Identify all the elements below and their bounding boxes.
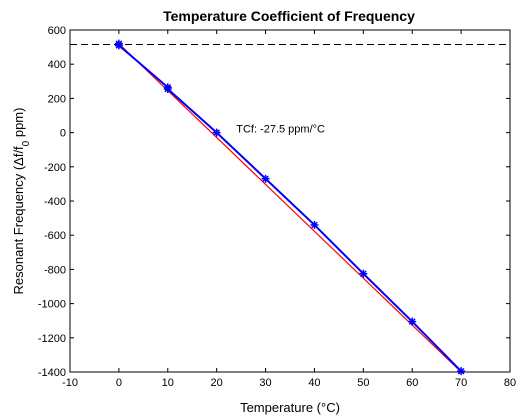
- data-point-stroke: [213, 129, 220, 136]
- data-point: [457, 367, 466, 376]
- y-tick-label: 0: [60, 128, 66, 140]
- data-point: [408, 317, 417, 326]
- chart-title: Temperature Coefficient of Frequency: [163, 8, 415, 24]
- y-axis-ticks: 600 400 200 0 -200 -400 -600 -800 -1000 -1200 -140…: [38, 25, 510, 379]
- x-axis-title: Temperature (°C): [240, 400, 340, 415]
- x-tick-label: 50: [357, 377, 369, 389]
- data-point-stroke: [408, 318, 416, 325]
- y-tick-label: 200: [48, 93, 66, 105]
- x-axis-ticks: -10 0 10 20 30 40 50 60 70 80: [62, 30, 516, 389]
- y-tick-label: 600: [48, 25, 66, 37]
- y-axis-title: Resonant Frequency (Δf/f0 ppm): [11, 108, 32, 295]
- x-tick-label: 0: [116, 377, 122, 389]
- data-point: [163, 84, 172, 93]
- y-tick-label: -600: [44, 230, 66, 242]
- x-tick-label: -10: [62, 377, 78, 389]
- data-point: [310, 220, 319, 229]
- fit-line: [118, 43, 462, 373]
- data-point-stroke: [311, 221, 318, 229]
- data-point-stroke: [262, 175, 269, 183]
- data-point: [261, 174, 270, 183]
- data-point: [114, 41, 123, 50]
- data-series-line: [117, 43, 462, 372]
- y-tick-label: -1000: [38, 299, 66, 311]
- y-axis-title-main: Resonant Frequency (Δf/f: [11, 146, 26, 295]
- y-tick-label: -200: [44, 162, 66, 174]
- y-axis-title-unit: ppm): [11, 108, 26, 141]
- data-point-stroke: [164, 85, 172, 93]
- data-point-stroke: [115, 42, 123, 49]
- series-layer: [114, 39, 466, 376]
- data-point: [212, 128, 221, 137]
- y-tick-label: -400: [44, 196, 66, 208]
- data-point: [359, 269, 368, 278]
- y-tick-label: -800: [44, 264, 66, 276]
- data-point-stroke: [360, 270, 367, 278]
- x-tick-label: 80: [504, 377, 516, 389]
- x-tick-label: 10: [162, 377, 174, 389]
- x-tick-label: 60: [406, 377, 418, 389]
- x-tick-label: 30: [259, 377, 271, 389]
- reference-lines: [70, 44, 510, 373]
- y-tick-label: -1200: [38, 333, 66, 345]
- y-tick-label: -1400: [38, 367, 66, 379]
- tcf-annotation: TCf: -27.5 ppm/°C: [236, 124, 325, 136]
- y-tick-label: 400: [48, 59, 66, 71]
- x-tick-label: 70: [455, 377, 467, 389]
- x-tick-label: 20: [211, 377, 223, 389]
- y-axis-title-subscript: 0: [21, 140, 32, 146]
- x-tick-label: 40: [308, 377, 320, 389]
- data-point-stroke: [457, 367, 465, 375]
